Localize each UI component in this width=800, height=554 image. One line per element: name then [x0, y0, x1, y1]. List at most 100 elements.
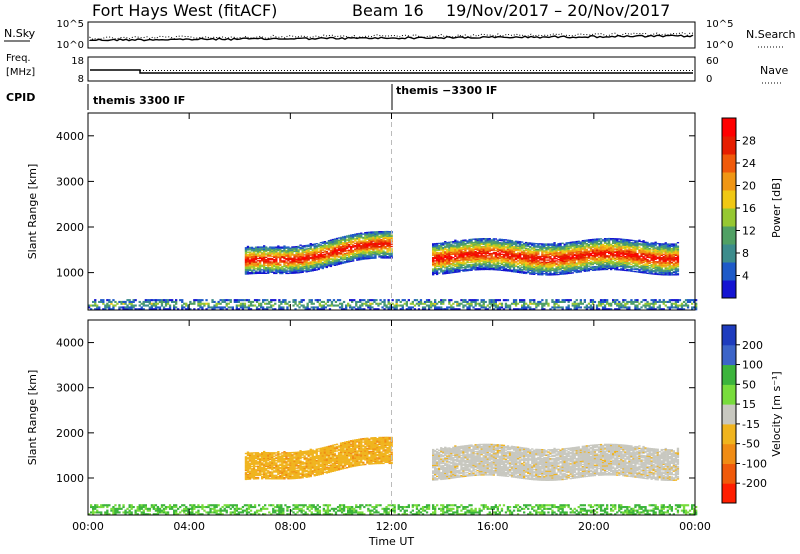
echo-cell	[595, 247, 599, 249]
echo-cell	[616, 257, 619, 259]
echo-cell	[275, 271, 278, 273]
echo-cell	[464, 257, 467, 259]
echo-cell	[508, 252, 512, 254]
echo-cell	[624, 256, 627, 258]
echo-cell	[595, 255, 599, 257]
echo-cell	[512, 263, 516, 265]
echo-cell	[175, 302, 178, 305]
echo-cell	[456, 247, 459, 249]
echo-cell	[241, 299, 245, 302]
echo-cell	[283, 271, 286, 273]
echo-cell	[494, 249, 497, 252]
echo-cell	[329, 247, 333, 249]
echo-cell	[185, 304, 188, 307]
echo-cell	[551, 265, 554, 267]
echo-cell	[612, 252, 615, 255]
echo-cell	[303, 259, 306, 262]
echo-cell	[537, 260, 540, 262]
echo-cell	[608, 261, 611, 264]
echo-cell	[434, 252, 437, 254]
echo-cell	[217, 306, 220, 309]
echo-cell	[652, 273, 655, 275]
echo-cell	[670, 251, 673, 253]
echo-cell	[563, 270, 566, 273]
echo-cell	[644, 243, 647, 246]
echo-cell	[462, 240, 465, 243]
echo-cell	[300, 304, 303, 307]
echo-cell	[573, 246, 576, 249]
echo-cell	[670, 261, 673, 263]
echo-cell	[438, 251, 441, 254]
echo-cell	[498, 244, 501, 246]
echo-cell	[628, 269, 631, 271]
echo-cell	[525, 262, 528, 264]
echo-cell	[436, 272, 439, 274]
echo-cell	[311, 251, 314, 254]
echo-cell	[539, 270, 542, 272]
echo-cell	[252, 260, 256, 262]
echo-cell	[331, 260, 335, 262]
echo-cell	[620, 245, 623, 247]
echo-cell	[577, 242, 580, 245]
echo-cell	[311, 259, 314, 262]
echo-cell	[498, 269, 501, 271]
echo-cell	[484, 267, 487, 269]
echo-cell	[327, 261, 331, 264]
echo-cell	[648, 245, 651, 247]
echo-cell	[492, 240, 495, 242]
echo-cell	[488, 257, 491, 259]
echo-cell	[317, 243, 320, 245]
echo-cell	[563, 272, 566, 274]
echo-cell	[344, 247, 347, 249]
echo-cell	[130, 300, 133, 303]
echo-cell	[138, 300, 141, 303]
echo-cell	[539, 264, 542, 267]
echo-cell	[636, 258, 639, 261]
echo-cell	[652, 252, 655, 255]
echo-cell	[191, 302, 194, 305]
echo-cell	[386, 234, 389, 236]
echo-cell	[539, 268, 542, 270]
echo-cell	[268, 306, 271, 309]
echo-cell	[666, 262, 669, 265]
echo-cell	[88, 306, 91, 309]
echo-cell	[640, 244, 643, 246]
echo-cell	[529, 273, 532, 275]
echo-cell	[601, 247, 605, 249]
echo-cell	[352, 234, 355, 236]
echo-cell	[616, 269, 619, 271]
echo-cell	[484, 242, 487, 244]
echo-cell	[608, 248, 611, 250]
echo-cell	[531, 247, 534, 249]
echo-cell	[275, 260, 278, 262]
echo-cell	[577, 267, 580, 270]
echo-cell	[335, 254, 339, 257]
echo-cell	[523, 245, 526, 247]
echo-cell	[660, 261, 663, 263]
echo-cell	[269, 269, 272, 271]
echo-cell	[269, 249, 272, 252]
echo-cell	[456, 257, 459, 259]
echo-cell	[569, 257, 572, 260]
echo-cell	[662, 265, 665, 267]
echo-cell	[269, 246, 272, 248]
echo-cell	[561, 263, 564, 265]
echo-cell	[362, 249, 365, 251]
echo-cell	[618, 245, 621, 247]
echo-cell	[502, 245, 506, 248]
echo-cell	[636, 253, 639, 255]
echo-cell	[250, 247, 254, 250]
echo-cell	[346, 244, 349, 246]
echo-cell	[366, 245, 369, 247]
echo-cell	[559, 258, 562, 261]
echo-cell	[313, 254, 316, 257]
echo-cell	[298, 302, 301, 305]
echo-cell	[545, 256, 548, 258]
echo-cell	[446, 249, 449, 252]
echo-cell	[372, 248, 375, 250]
echo-cell	[350, 236, 353, 239]
echo-cell	[510, 242, 514, 244]
echo-cell	[245, 306, 249, 309]
echo-cell	[271, 247, 274, 249]
echo-cell	[297, 261, 300, 264]
